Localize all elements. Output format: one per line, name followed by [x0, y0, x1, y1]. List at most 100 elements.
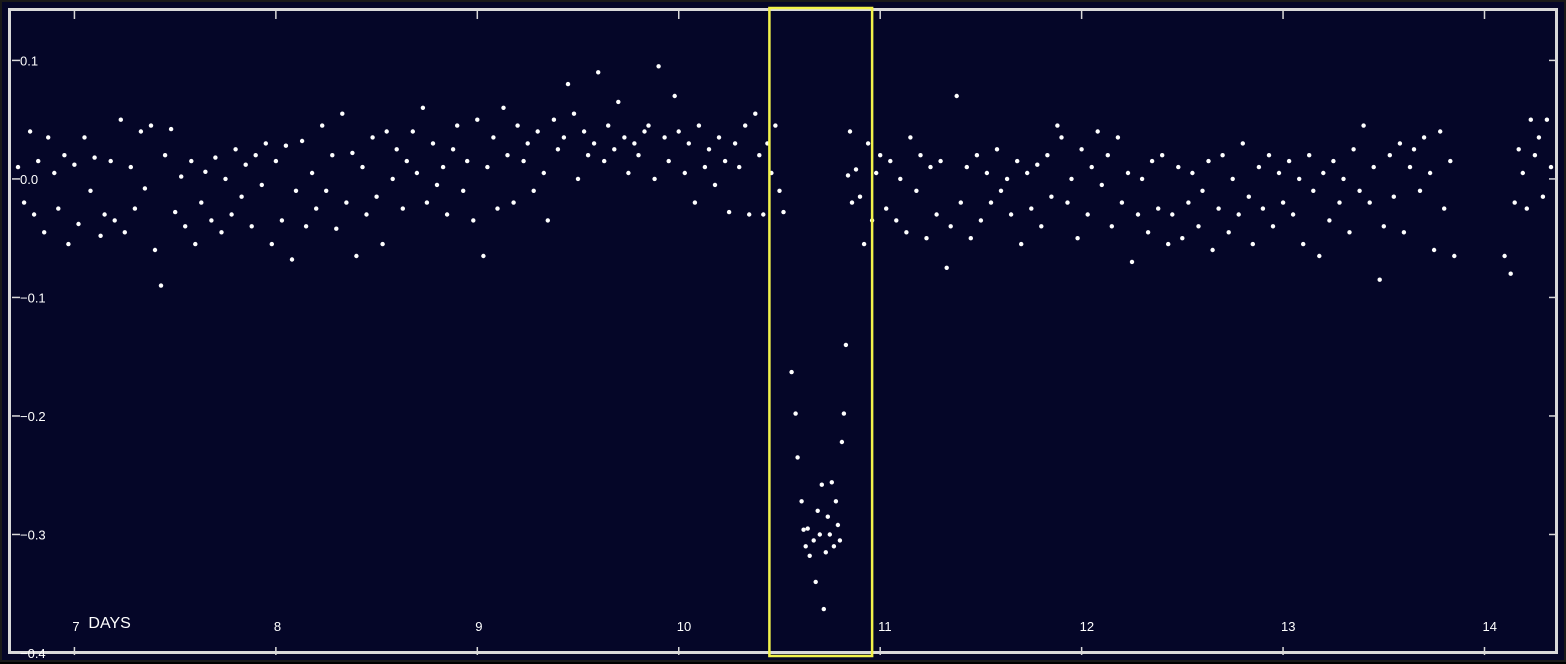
x-tick-label: 12	[1080, 619, 1094, 634]
data-point	[253, 153, 258, 158]
data-point	[450, 147, 456, 152]
data-point	[732, 141, 738, 146]
data-point	[803, 544, 808, 549]
data-point	[102, 212, 107, 217]
data-point	[430, 141, 436, 146]
data-point	[874, 170, 879, 176]
data-point	[505, 153, 510, 158]
data-point	[193, 241, 198, 247]
data-point	[646, 123, 651, 128]
data-point	[42, 230, 47, 235]
data-point	[1260, 206, 1266, 211]
data-point	[485, 164, 490, 170]
data-point	[585, 153, 591, 158]
data-point	[521, 158, 526, 164]
data-point	[1297, 176, 1302, 182]
data-point	[928, 164, 933, 170]
data-point	[934, 212, 939, 217]
data-point	[525, 141, 530, 146]
data-point	[344, 200, 349, 205]
data-point	[481, 253, 486, 259]
data-point	[1520, 170, 1526, 176]
data-point	[1536, 135, 1542, 140]
data-point	[672, 93, 677, 99]
x-axis-label: DAYS	[88, 615, 130, 632]
data-point	[865, 141, 871, 146]
data-point	[1166, 241, 1171, 247]
data-point	[1079, 147, 1084, 152]
data-point	[158, 283, 164, 288]
data-point	[1170, 212, 1175, 217]
data-point	[424, 200, 430, 205]
data-point	[132, 206, 138, 211]
data-point	[1331, 158, 1336, 164]
data-point	[475, 117, 480, 122]
data-point	[743, 123, 748, 128]
data-point	[841, 411, 847, 416]
data-point	[1431, 247, 1437, 253]
data-point	[76, 221, 81, 227]
data-point	[1095, 129, 1100, 134]
data-point	[1321, 170, 1326, 176]
data-point	[1115, 135, 1121, 140]
data-point	[914, 188, 919, 193]
data-point	[1391, 194, 1397, 199]
data-point	[1371, 164, 1376, 170]
data-point	[801, 527, 806, 532]
data-point	[1438, 129, 1443, 134]
data-point	[702, 164, 708, 170]
data-point	[1119, 200, 1125, 205]
data-point	[706, 147, 712, 152]
data-point	[626, 170, 631, 176]
data-point	[273, 158, 279, 164]
data-point	[591, 141, 597, 146]
data-point	[108, 158, 113, 164]
data-point	[269, 241, 274, 247]
data-point	[753, 111, 758, 116]
data-point	[27, 129, 33, 134]
data-point	[849, 200, 855, 205]
data-point	[364, 212, 369, 217]
data-point	[1089, 164, 1094, 170]
data-point	[837, 538, 843, 543]
data-point	[414, 170, 420, 176]
data-point	[374, 194, 379, 199]
data-point	[686, 141, 691, 146]
data-point	[354, 253, 359, 259]
data-point	[817, 532, 822, 537]
data-point	[461, 188, 466, 193]
data-point	[747, 212, 752, 217]
data-point	[1200, 188, 1205, 193]
data-point	[1276, 170, 1282, 176]
data-point	[1206, 158, 1211, 164]
y-tick-label: −0.1	[20, 290, 46, 305]
data-point	[263, 141, 268, 146]
data-point	[1240, 141, 1246, 146]
data-point	[944, 265, 949, 270]
data-point	[827, 532, 832, 537]
data-point	[283, 143, 289, 148]
data-point	[894, 218, 899, 223]
data-point	[122, 230, 128, 235]
data-point	[1220, 153, 1225, 158]
data-point	[98, 233, 103, 238]
data-point	[394, 147, 399, 152]
data-point	[434, 182, 440, 188]
data-point	[384, 129, 389, 134]
data-point	[1381, 224, 1387, 229]
x-axis-tick-labels: 7 8 9 10 11 12 13 14	[72, 619, 1497, 634]
data-point	[1230, 176, 1235, 182]
data-point	[219, 230, 224, 235]
data-point	[420, 105, 426, 111]
data-point	[138, 129, 144, 134]
data-point	[88, 188, 93, 193]
data-point	[1452, 253, 1457, 259]
data-point	[1397, 141, 1403, 146]
data-point	[350, 150, 355, 156]
data-point	[1516, 147, 1521, 152]
data-point	[1099, 182, 1105, 188]
data-point	[616, 99, 621, 105]
data-point	[293, 188, 299, 193]
data-point	[515, 123, 520, 128]
